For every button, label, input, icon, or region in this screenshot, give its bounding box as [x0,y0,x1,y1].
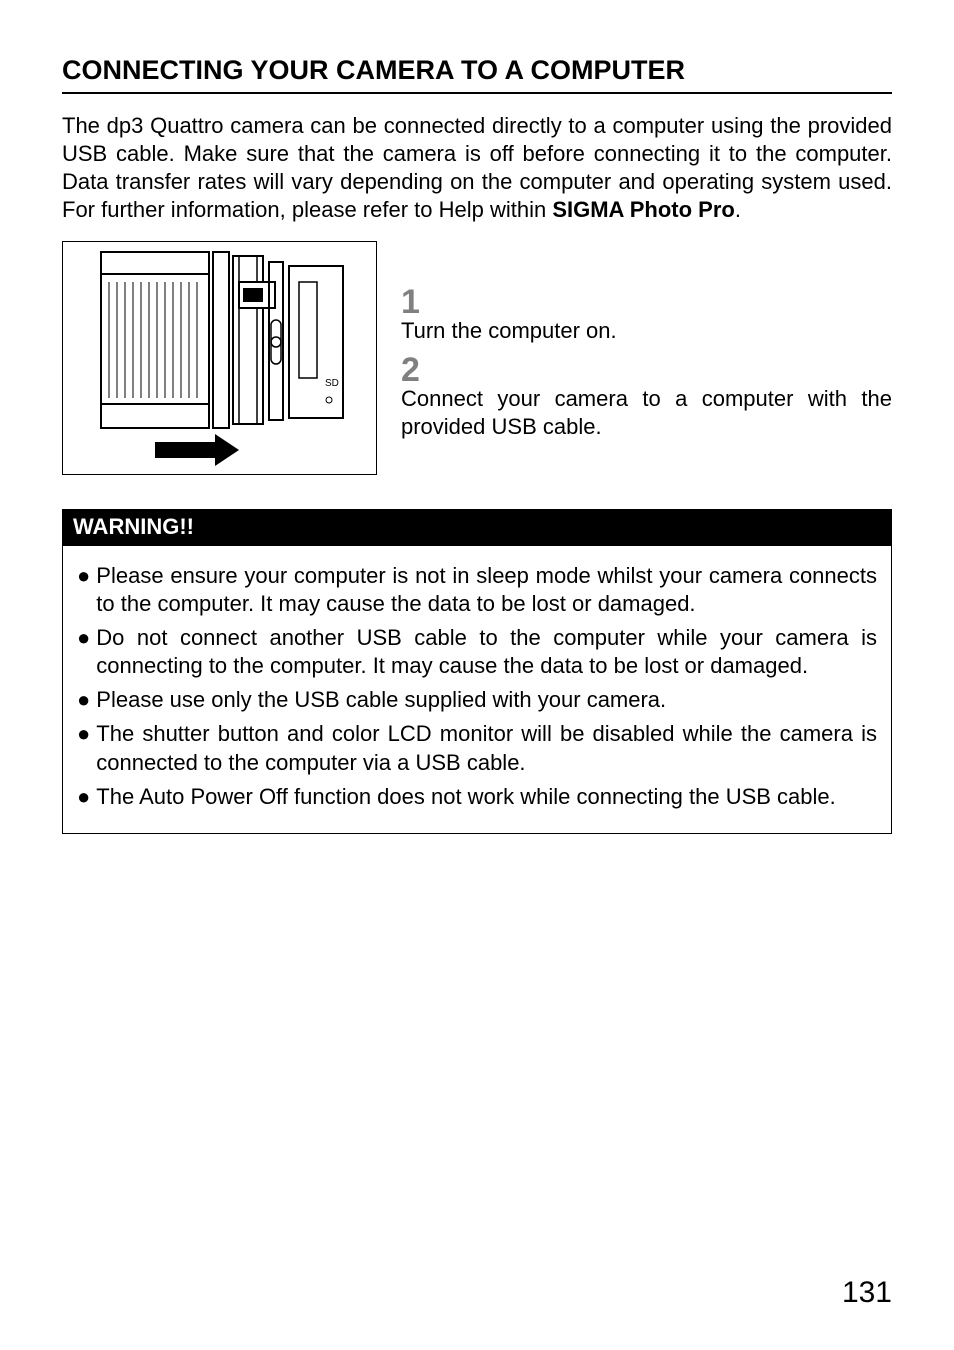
step-1-text: Turn the computer on. [401,317,892,345]
camera-diagram-svg: SD [63,242,378,476]
bullet-icon: ● [77,720,90,776]
intro-paragraph: The dp3 Quattro camera can be connected … [62,112,892,225]
bullet-icon: ● [77,686,90,714]
warning-box: WARNING!! ● Please ensure your computer … [62,509,892,834]
intro-text-b: . [735,197,741,222]
sd-label: SD [325,378,339,389]
warning-item: ● Please use only the USB cable supplied… [77,686,877,714]
intro-text-a: The dp3 Quattro camera can be connected … [62,113,892,222]
steps-text: 1 Turn the computer on. 2 Connect your c… [401,241,892,449]
warning-item: ● Do not connect another USB cable to th… [77,624,877,680]
step-2-number: 2 [401,353,892,387]
step-1-number: 1 [401,285,892,319]
warning-text: Please use only the USB cable supplied w… [96,686,877,714]
warning-content: ● Please ensure your computer is not in … [63,546,891,833]
bullet-icon: ● [77,624,90,680]
bullet-icon: ● [77,562,90,618]
page-number: 131 [842,1276,892,1310]
warning-text: The Auto Power Off function does not wor… [96,783,877,811]
intro-text-bold: SIGMA Photo Pro [552,197,735,222]
camera-diagram: SD [62,241,377,475]
warning-text: The shutter button and color LCD monitor… [96,720,877,776]
step-2-text: Connect your camera to a computer with t… [401,385,892,441]
bullet-icon: ● [77,783,90,811]
warning-text: Do not connect another USB cable to the … [96,624,877,680]
warning-text: Please ensure your computer is not in sl… [96,562,877,618]
warning-item: ● The Auto Power Off function does not w… [77,783,877,811]
warning-item: ● The shutter button and color LCD monit… [77,720,877,776]
warning-item: ● Please ensure your computer is not in … [77,562,877,618]
steps-row: SD 1 Turn the computer on. 2 Connect you… [62,241,892,475]
warning-header: WARNING!! [63,510,891,546]
page-title: CONNECTING YOUR CAMERA TO A COMPUTER [62,55,892,94]
